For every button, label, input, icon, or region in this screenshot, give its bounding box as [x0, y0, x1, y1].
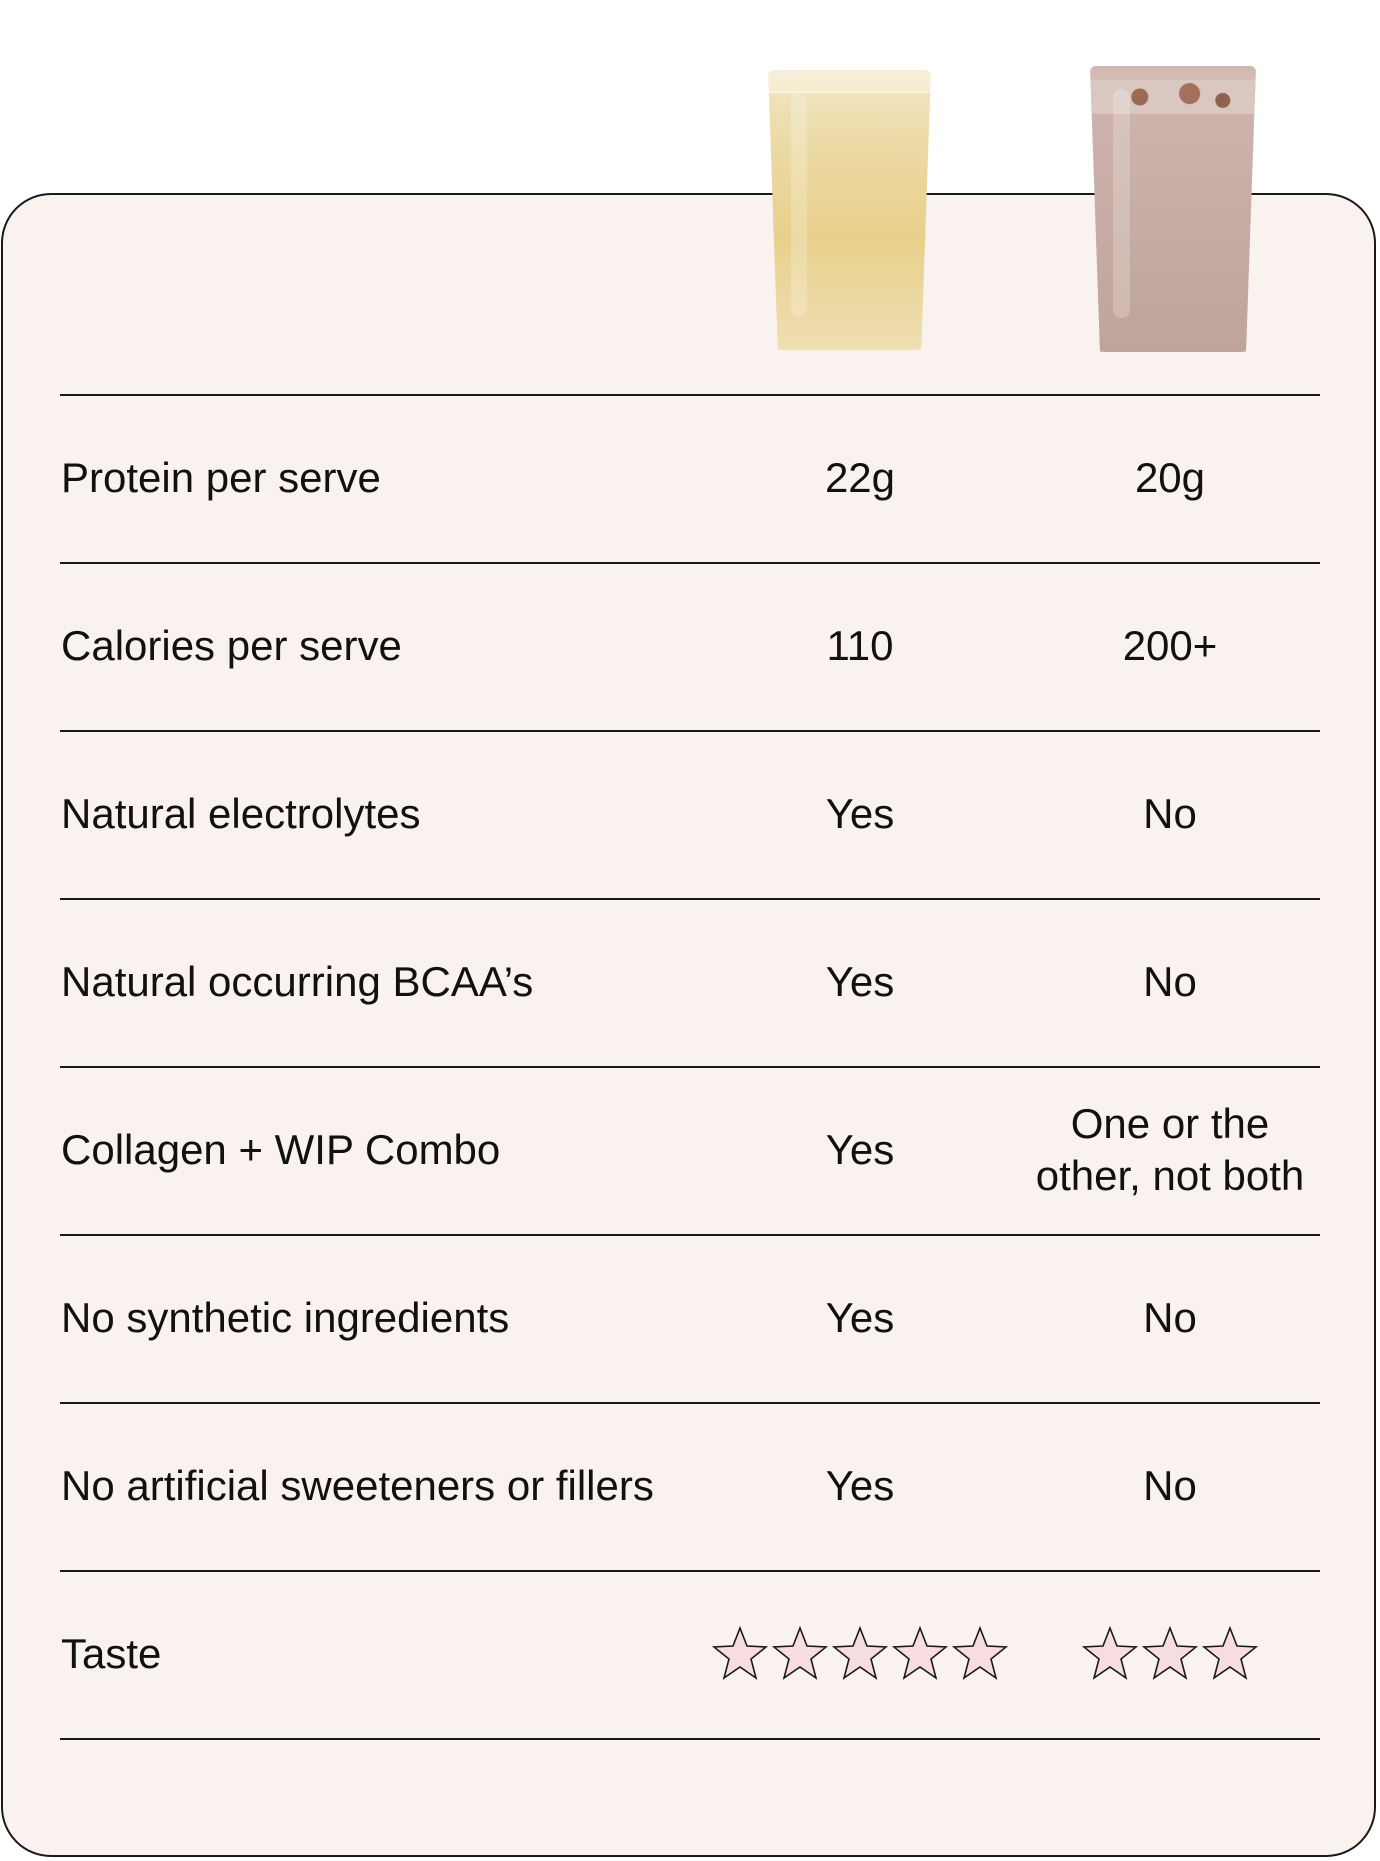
star-icon — [711, 1625, 769, 1680]
star-icon — [951, 1625, 1009, 1680]
star-icon — [831, 1625, 889, 1680]
row-label: Natural electrolytes — [61, 789, 421, 837]
row-divider — [60, 1570, 1320, 1572]
value-product-2: 200+ — [1122, 621, 1218, 669]
row-divider — [60, 1738, 1320, 1740]
value-product-1: 110 — [826, 621, 894, 669]
value-product-2: No — [1143, 789, 1197, 837]
value-product-2: 20g — [1134, 453, 1206, 501]
row-divider — [60, 1402, 1320, 1404]
row-label: No artificial sweeteners or fillers — [61, 1461, 654, 1509]
row-label: Collagen + WIP Combo — [61, 1125, 501, 1173]
star-icon — [1081, 1625, 1139, 1680]
row-divider — [60, 1066, 1320, 1068]
value-product-1: 22g — [824, 453, 896, 501]
row-label: Calories per serve — [61, 621, 402, 669]
row-label: No synthetic ingredients — [61, 1293, 510, 1341]
value-line-1: One or the — [1070, 1099, 1270, 1147]
star-icon — [771, 1625, 829, 1680]
rating-product-2 — [1020, 1570, 1320, 1738]
rating-product-1 — [700, 1570, 1020, 1738]
star-icon — [891, 1625, 949, 1680]
row-divider — [60, 562, 1320, 564]
value-product-2: No — [1143, 1293, 1197, 1341]
row-label: Protein per serve — [61, 453, 381, 501]
row-label: Natural occurring BCAA’s — [61, 957, 534, 1005]
star-icon — [1201, 1625, 1259, 1680]
row-divider — [60, 730, 1320, 732]
star-icon — [1141, 1625, 1199, 1680]
value-product-1: Yes — [825, 1461, 895, 1509]
value-product-2: No — [1143, 1461, 1197, 1509]
row-divider — [60, 1234, 1320, 1236]
value-product-1: Yes — [825, 1293, 895, 1341]
value-product-1: Yes — [825, 789, 895, 837]
value-product-2: No — [1143, 957, 1197, 1005]
product-image-yellow-drink — [768, 70, 931, 350]
row-divider — [60, 898, 1320, 900]
value-product-1: Yes — [825, 957, 895, 1005]
comparison-card — [1, 193, 1376, 1857]
row-label: Taste — [61, 1629, 162, 1677]
value-product-2: One or the other, not both — [1020, 1066, 1320, 1234]
value-product-1: Yes — [825, 1125, 895, 1173]
row-divider — [60, 394, 1320, 396]
product-image-chocolate-shake — [1090, 66, 1256, 352]
value-line-2: other, not both — [1035, 1152, 1305, 1199]
